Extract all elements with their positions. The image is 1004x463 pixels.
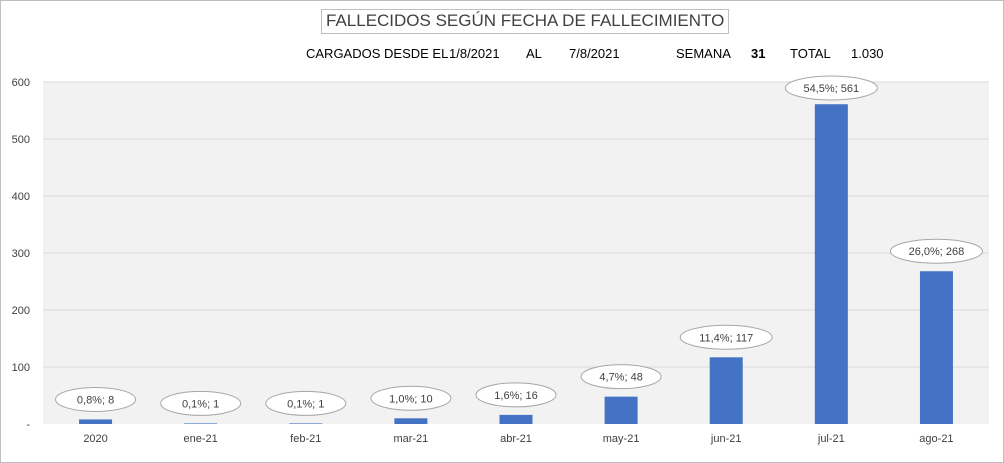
- data-label: 0,8%; 8: [77, 394, 114, 406]
- data-label-bubble: [679, 324, 773, 350]
- x-tick-label: abr-21: [500, 433, 532, 445]
- week-label: SEMANA: [676, 46, 731, 61]
- y-tick-label: -: [26, 419, 30, 431]
- data-label-bubble: [370, 385, 452, 411]
- bar: [184, 423, 218, 424]
- data-label-bubble: [265, 390, 347, 416]
- date-to: 7/8/2021: [569, 46, 620, 61]
- bar: [499, 414, 533, 424]
- data-label: 11,4%; 117: [699, 332, 753, 344]
- x-tick-label: mar-21: [393, 433, 428, 445]
- data-label-bubble: [889, 238, 983, 264]
- data-label-bubble: [580, 364, 662, 390]
- data-label: 1,6%; 16: [494, 390, 537, 402]
- x-tick-label: jul-21: [817, 433, 845, 445]
- y-axis-ticks: - 100 200 300 400 500 600: [12, 77, 31, 431]
- data-label: 4,7%; 48: [599, 372, 642, 384]
- y-tick-label: 600: [12, 77, 30, 89]
- bar: [814, 104, 848, 424]
- data-label: 0,1%; 1: [182, 398, 219, 410]
- data-label-bubble: [475, 382, 557, 408]
- week-value: 31: [751, 46, 766, 61]
- x-tick-label: jun-21: [710, 433, 742, 445]
- data-labels: 0,8%; 8 0,1%; 1 0,1%; 1 1,0%; 10 1,6%; 16 4,7…: [55, 75, 983, 416]
- x-tick-label: ago-21: [919, 433, 953, 445]
- bars: [79, 104, 953, 424]
- chart-title: FALLECIDOS SEGÚN FECHA DE FALLECIMIENTO: [321, 9, 730, 34]
- total-label: TOTAL: [790, 46, 831, 61]
- y-tick-label: 100: [12, 362, 30, 374]
- x-tick-label: may-21: [603, 433, 640, 445]
- x-tick-label: 2020: [83, 433, 107, 445]
- data-label: 26,0%; 268: [909, 246, 965, 258]
- loaded-label: CARGADOS DESDE EL: [306, 46, 449, 61]
- al-label: AL: [526, 46, 542, 61]
- bar: [79, 419, 113, 424]
- data-label-bubble: [55, 386, 137, 412]
- bar: [604, 396, 638, 424]
- data-label: 1,0%; 10: [389, 393, 432, 405]
- x-tick-label: ene-21: [184, 433, 218, 445]
- total-value: 1.030: [851, 46, 884, 61]
- data-label: 0,1%; 1: [287, 398, 324, 410]
- y-tick-label: 300: [12, 248, 30, 260]
- x-axis-ticks: 2020 ene-21 feb-21 mar-21 abr-21 may-21 jun-21…: [83, 433, 953, 445]
- date-from: 1/8/2021: [449, 46, 500, 61]
- bar: [394, 418, 428, 424]
- bar: [709, 357, 743, 424]
- data-label-bubble: [160, 390, 242, 416]
- y-tick-label: 200: [12, 305, 30, 317]
- data-label: 54,5%; 561: [804, 83, 860, 95]
- bar: [289, 423, 323, 424]
- y-tick-label: 500: [12, 134, 30, 146]
- bar: [919, 271, 953, 424]
- x-tick-label: feb-21: [290, 433, 321, 445]
- data-label-bubble: [784, 75, 878, 101]
- y-tick-label: 400: [12, 191, 30, 203]
